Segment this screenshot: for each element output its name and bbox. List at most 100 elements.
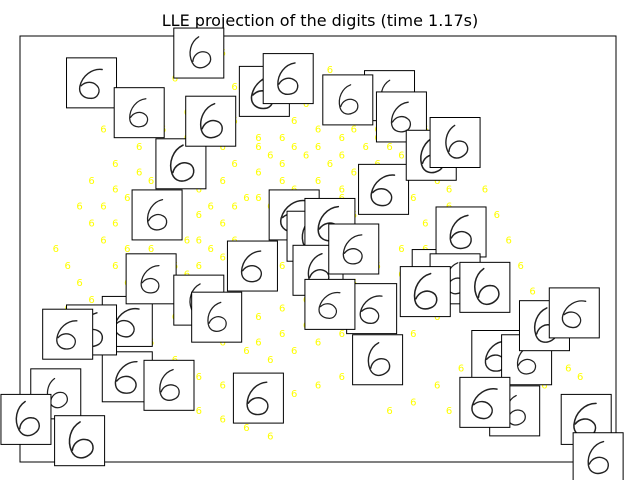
digit-thumbnail <box>155 138 207 190</box>
data-point: 6 <box>136 142 142 153</box>
data-point: 6 <box>315 176 321 187</box>
digit-thumbnail <box>0 393 52 445</box>
data-point: 6 <box>279 159 285 170</box>
data-point: 6 <box>255 142 261 153</box>
digit-thumbnail <box>429 117 481 168</box>
data-point: 6 <box>172 74 178 85</box>
digit-six-glyph <box>370 174 396 207</box>
data-point: 6 <box>112 218 118 229</box>
data-point: 6 <box>196 210 202 221</box>
digit-thumbnail <box>66 57 118 109</box>
digit-thumbnail <box>232 372 284 424</box>
data-point: 6 <box>315 142 321 153</box>
digit-thumbnail <box>262 53 314 105</box>
data-point: 6 <box>303 150 309 161</box>
digit-six-glyph <box>140 264 160 294</box>
data-point: 6 <box>339 329 345 340</box>
digit-thumbnail <box>125 253 177 305</box>
digit-six-glyph <box>240 250 263 283</box>
plot-frame <box>19 35 617 463</box>
digit-thumbnail <box>399 266 451 318</box>
data-point: 6 <box>541 380 547 391</box>
data-point: 6 <box>243 346 249 357</box>
digit-thumbnail <box>54 415 106 467</box>
digit-six-glyph <box>146 198 168 231</box>
digit-six-glyph <box>390 101 412 133</box>
digit-six-glyph <box>129 98 149 128</box>
digit-six-glyph <box>449 214 472 250</box>
data-point: 6 <box>112 159 118 170</box>
data-point: 6 <box>231 201 237 212</box>
data-point: 6 <box>255 167 261 178</box>
thumbnail-frame <box>226 240 278 292</box>
digit-six-glyph <box>68 421 94 459</box>
data-point: 6 <box>196 372 202 383</box>
data-point: 6 <box>148 176 154 187</box>
data-point: 6 <box>100 125 106 136</box>
digit-thumbnail <box>459 261 511 313</box>
digit-thumbnail <box>226 240 278 292</box>
data-point: 6 <box>434 312 440 323</box>
digit-thumbnail <box>352 334 404 386</box>
digit-six-glyph <box>78 68 103 100</box>
data-point: 6 <box>196 235 202 246</box>
data-point: 6 <box>219 414 225 425</box>
digit-thumbnail <box>572 432 624 480</box>
data-point: 6 <box>577 372 583 383</box>
data-point: 6 <box>529 287 535 298</box>
digit-thumbnail <box>143 359 195 411</box>
digit-six-glyph <box>342 234 363 265</box>
data-point: 6 <box>339 372 345 383</box>
digit-six-glyph <box>15 400 40 437</box>
data-point: 6 <box>219 253 225 264</box>
digit-six-glyph <box>56 320 78 350</box>
data-point: 6 <box>339 133 345 144</box>
digit-thumbnail <box>191 291 243 343</box>
data-point: 6 <box>219 176 225 187</box>
data-point: 6 <box>398 150 404 161</box>
data-point: 6 <box>494 210 500 221</box>
digit-six-glyph <box>200 102 223 139</box>
digit-thumbnail <box>42 308 94 360</box>
data-point: 6 <box>88 218 94 229</box>
data-point: 6 <box>255 338 261 349</box>
digit-thumbnail <box>131 189 183 241</box>
data-point: 6 <box>327 65 333 76</box>
thumbnails-layer <box>0 27 624 480</box>
data-point: 6 <box>315 380 321 391</box>
digit-six-glyph <box>561 300 587 329</box>
data-point: 6 <box>88 176 94 187</box>
data-point: 6 <box>208 201 214 212</box>
data-point: 6 <box>219 142 225 153</box>
data-point: 6 <box>64 261 70 272</box>
data-point: 6 <box>124 193 130 204</box>
digit-six-glyph <box>445 124 469 159</box>
data-point: 6 <box>362 142 368 153</box>
data-point: 6 <box>219 338 225 349</box>
data-point: 6 <box>351 167 357 178</box>
digit-thumbnail <box>185 95 237 147</box>
digit-six-glyph <box>207 301 227 332</box>
data-point: 6 <box>196 261 202 272</box>
data-point: 6 <box>565 363 571 374</box>
data-point: 6 <box>184 235 190 246</box>
digit-thumbnail <box>358 163 410 215</box>
data-point: 6 <box>434 176 440 187</box>
data-point: 6 <box>267 431 273 442</box>
data-point: 6 <box>446 184 452 195</box>
digit-thumbnail <box>304 278 356 330</box>
data-point: 6 <box>208 244 214 255</box>
digit-six-glyph <box>367 342 391 377</box>
data-point: 6 <box>267 355 273 366</box>
digit-thumbnail <box>328 223 380 275</box>
data-point: 6 <box>327 159 333 170</box>
data-point: 6 <box>255 193 261 204</box>
data-point: 6 <box>76 278 82 289</box>
data-point: 6 <box>196 406 202 417</box>
data-point: 6 <box>124 244 130 255</box>
data-point: 6 <box>410 397 416 408</box>
data-point: 6 <box>243 423 249 434</box>
data-point: 6 <box>386 406 392 417</box>
data-point: 6 <box>148 244 154 255</box>
